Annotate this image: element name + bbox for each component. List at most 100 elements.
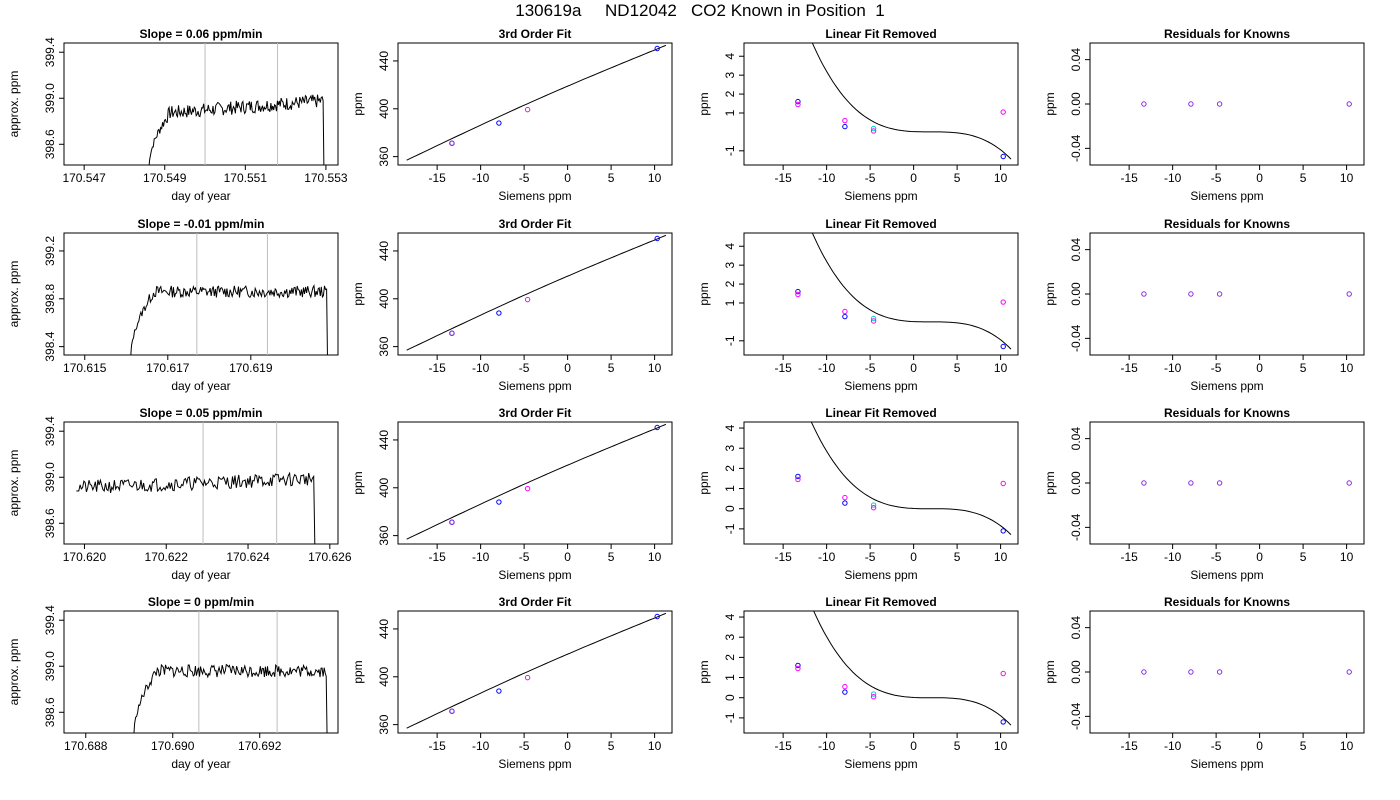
data-point [842, 689, 848, 695]
y-tick-label: 0.04 [1069, 616, 1083, 640]
y-tick-label: 0.00 [1069, 660, 1083, 684]
y-tick-label: 1 [723, 674, 737, 681]
panel-2-1: Slope = -0.01 ppm/min 170.615 170.617 170.6… [7, 217, 339, 393]
x-tick-label: 10 [994, 550, 1008, 564]
data-point [1346, 101, 1352, 107]
y-tick-label: 399.0 [43, 651, 57, 681]
x-tick-label: -5 [865, 361, 876, 375]
y-tick-label: 400 [377, 288, 391, 308]
y-tick-label: 1 [723, 485, 737, 492]
data-point [870, 318, 877, 324]
y-axis-label: ppm [1043, 282, 1057, 305]
data-point [1346, 480, 1352, 486]
data-point [1216, 101, 1223, 107]
data-point [1141, 101, 1147, 107]
y-tick-label: 398.6 [43, 508, 57, 538]
x-tick-label: -10 [818, 550, 836, 564]
x-tick-label: 10 [648, 550, 662, 564]
y-tick-label: 440 [377, 241, 391, 261]
data-point [842, 494, 848, 501]
x-tick-label: 0 [1256, 171, 1263, 185]
plot-frame [63, 421, 339, 545]
y-axis-label: approx. ppm [7, 450, 21, 517]
x-tick-label: 10 [994, 171, 1008, 185]
plot-frame [743, 610, 1019, 734]
panel-title: 3rd Order Fit [499, 217, 572, 231]
x-tick-label: 10 [1340, 550, 1354, 564]
data-point [870, 502, 877, 508]
y-axis-label: ppm [351, 660, 365, 683]
plot-frame [1089, 232, 1365, 356]
y-tick-label: 398.4 [43, 331, 57, 361]
y-axis-label: approx. ppm [7, 71, 21, 138]
x-tick-label: 10 [1340, 739, 1354, 753]
x-axis-label: day of year [171, 757, 230, 771]
y-axis-label: ppm [697, 660, 711, 683]
x-tick-label: 5 [954, 171, 961, 185]
cubic-curve-line [810, 422, 1012, 535]
panel-title: Residuals for Knowns [1164, 406, 1290, 420]
y-tick-label: 3 [723, 445, 737, 452]
figure-title: 130619a ND12042 CO2 Known in Position 1 [515, 1, 885, 20]
data-point [654, 45, 660, 52]
y-tick-label: 440 [377, 51, 391, 71]
panel-title: Residuals for Knowns [1164, 217, 1290, 231]
y-axis-label: ppm [697, 471, 711, 494]
panel-title: Linear Fit Removed [825, 217, 936, 231]
plot-frame [397, 421, 673, 545]
data-point [1188, 669, 1194, 675]
y-tick-label: 2 [723, 465, 737, 472]
y-tick-label: 399.2 [43, 236, 57, 266]
y-tick-label: 3 [723, 261, 737, 268]
panel-1-2: 3rd Order Fit -15 -10 -5 0 5 10 360 400 440 Siemen… [351, 27, 673, 203]
co2-trace-line [148, 94, 325, 165]
panel-4-1: Slope = 0 ppm/min 170.688 170.690 170.692 39… [7, 595, 339, 771]
panel-title: Slope = -0.01 ppm/min [137, 217, 264, 231]
y-tick-label: 2 [723, 280, 737, 287]
data-point [496, 120, 502, 126]
data-point [1216, 291, 1223, 297]
y-tick-label: -0.04 [1069, 513, 1083, 541]
data-point [842, 500, 848, 506]
x-tick-label: -10 [472, 361, 490, 375]
x-tick-label: -15 [1120, 171, 1138, 185]
plot-frame [397, 610, 673, 734]
y-tick-label: 440 [377, 430, 391, 450]
x-tick-label: -10 [818, 171, 836, 185]
y-tick-label: -1 [723, 335, 737, 346]
x-axis-label: Siemens ppm [498, 379, 571, 393]
fit-curve-line [406, 44, 667, 161]
plot-frame [397, 232, 673, 356]
y-tick-label: 0.00 [1069, 92, 1083, 116]
y-axis-label: ppm [351, 471, 365, 494]
panel-3-2: 3rd Order Fit -15 -10 -5 0 5 10 360 400 440 Siemen… [351, 406, 673, 582]
x-tick-label: 5 [954, 739, 961, 753]
y-tick-label: -0.04 [1069, 702, 1083, 730]
x-axis-label: Siemens ppm [1190, 379, 1263, 393]
data-point [524, 485, 531, 492]
x-tick-label: 10 [1340, 171, 1354, 185]
x-tick-label: 0 [1256, 361, 1263, 375]
x-tick-label: 170.624 [226, 550, 270, 564]
panel-1-3: Linear Fit Removed -15 -10 -5 0 5 10 -1 1 2 3 4 Siem… [697, 27, 1019, 203]
x-axis-label: day of year [171, 379, 230, 393]
x-tick-label: 170.622 [145, 550, 189, 564]
data-point [449, 330, 455, 336]
data-point [654, 235, 660, 242]
panel-title: Linear Fit Removed [825, 595, 936, 609]
x-tick-label: 0 [1256, 550, 1263, 564]
data-point [870, 505, 877, 511]
data-point [842, 117, 848, 124]
x-tick-label: 170.617 [146, 361, 190, 375]
panel-1-4: Residuals for Knowns -15 -10 -5 0 5 10 -0.04 0.0… [1043, 27, 1365, 203]
x-axis-label: Siemens ppm [844, 568, 917, 582]
y-tick-label: 2 [723, 90, 737, 97]
panel-4-2: 3rd Order Fit -15 -10 -5 0 5 10 360 400 440 Siemen… [351, 595, 673, 771]
panel-title: Slope = 0.05 ppm/min [139, 406, 262, 420]
co2-trace-line [130, 284, 328, 355]
fit-curve-line [406, 612, 667, 729]
y-tick-label: -1 [723, 712, 737, 723]
x-axis-label: Siemens ppm [1190, 568, 1263, 582]
x-tick-label: 5 [1300, 171, 1307, 185]
y-tick-label: 398.6 [43, 697, 57, 727]
